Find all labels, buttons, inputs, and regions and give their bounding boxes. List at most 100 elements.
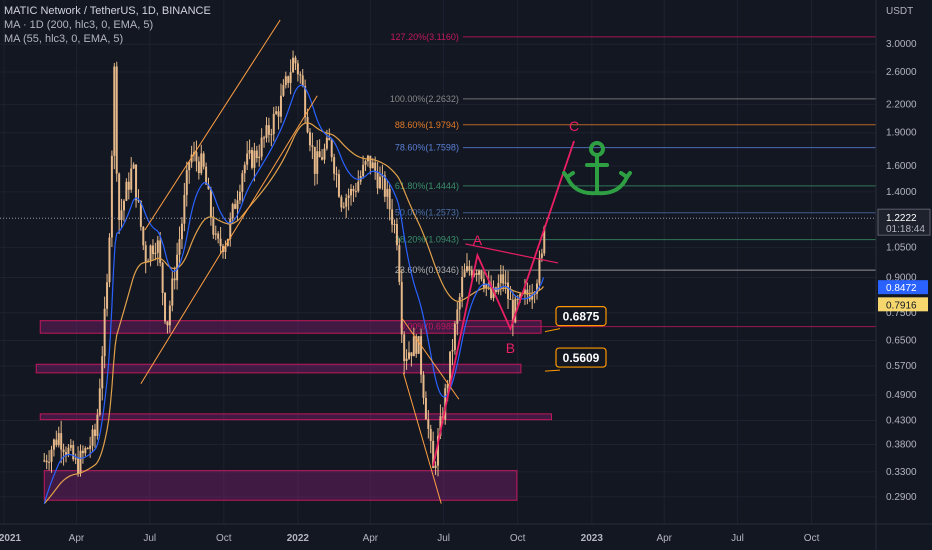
candle-body — [265, 125, 268, 138]
y-tick-label: 1.9000 — [886, 128, 917, 139]
candle-body — [185, 170, 188, 195]
y-tick-label: 0.7500 — [886, 308, 917, 319]
x-tick-label: Apr — [69, 533, 85, 544]
candle-body — [391, 209, 394, 225]
callout-label: 0.5609 — [563, 351, 600, 365]
candle-body — [144, 245, 147, 263]
candle-body — [318, 151, 321, 158]
candle-body — [490, 283, 493, 299]
candle-body — [67, 447, 70, 455]
candle-body — [93, 429, 96, 436]
countdown-label: 01:18:44 — [886, 224, 925, 235]
candle-body — [304, 86, 307, 117]
candle-body — [485, 284, 488, 288]
candle-body — [337, 174, 340, 197]
candle-body — [403, 334, 406, 362]
candle-body — [96, 414, 99, 436]
x-tick-label: Apr — [656, 533, 672, 544]
candle-body — [311, 145, 314, 147]
candle-body — [313, 146, 316, 174]
x-tick-label: 2022 — [287, 533, 310, 544]
fib-level-label: 50.00%(1.2573) — [395, 208, 459, 218]
candle-body — [255, 150, 258, 159]
candle-body — [243, 164, 246, 174]
candle-body — [267, 125, 270, 135]
candle-body — [482, 279, 485, 288]
x-tick-label: Oct — [216, 533, 232, 544]
support-zone — [43, 470, 518, 501]
candle-body — [110, 155, 113, 238]
candle-body — [379, 176, 382, 189]
ma200-legend[interactable]: MA · 1D (200, hlc3, 0, EMA, 5) — [4, 19, 154, 31]
grid-lines — [0, 0, 876, 524]
candle-body — [224, 245, 227, 252]
candle-body — [526, 289, 529, 295]
candle-body — [214, 233, 217, 235]
candle-body — [507, 282, 510, 299]
candle-body — [420, 336, 423, 375]
candle-body — [183, 194, 186, 224]
candle-body — [480, 270, 483, 280]
candle-body — [453, 323, 456, 350]
candle-body — [292, 57, 295, 73]
candle-body — [456, 309, 459, 324]
abc-pattern: A B C — [432, 118, 579, 467]
current-price-value: 1.2222 — [886, 213, 917, 224]
candle-body — [69, 445, 72, 448]
candle-body — [74, 458, 77, 460]
y-tick-label: 1.4000 — [886, 187, 917, 198]
candle-body — [253, 150, 256, 168]
channel-line — [465, 243, 559, 264]
fib-level-label: 23.60%(0.9346) — [395, 265, 459, 275]
candle-body — [207, 184, 210, 190]
candle-body — [81, 450, 84, 454]
candle-body — [127, 181, 130, 190]
candle-body — [106, 282, 109, 309]
symbol-title[interactable]: MATIC Network / TetherUS, 1D, BINANCE — [4, 5, 211, 17]
x-tick-label: Jul — [731, 533, 744, 544]
candle-body — [103, 308, 106, 357]
candle-body — [376, 172, 379, 189]
candle-body — [540, 253, 543, 258]
candle-body — [132, 164, 135, 169]
candle-body — [236, 200, 239, 209]
candle-body — [340, 196, 343, 208]
candle-body — [335, 173, 338, 175]
candle-body — [354, 191, 357, 193]
y-tick-label: 0.3800 — [886, 439, 917, 450]
candle-body — [168, 305, 171, 326]
candle-body — [412, 336, 415, 357]
candle-body — [190, 154, 193, 163]
candle-body — [180, 223, 183, 240]
candle-body — [55, 439, 58, 446]
candle-body — [125, 181, 128, 201]
support-zone — [39, 413, 553, 421]
candle-body — [509, 298, 512, 300]
y-tick-label: 0.2900 — [886, 492, 917, 503]
candle-body — [328, 137, 331, 141]
candle-body — [410, 352, 413, 357]
candle-body — [543, 227, 546, 254]
x-tick-label: 2023 — [581, 533, 604, 544]
candle-body — [241, 173, 244, 192]
ma55-legend[interactable]: MA (55, hlc3, 0, EMA, 5) — [4, 33, 124, 45]
candle-body — [400, 281, 403, 335]
y-tick-label: 2.2000 — [886, 99, 917, 110]
candle-body — [270, 134, 273, 136]
callout-label: 0.6875 — [563, 310, 600, 324]
x-tick-label: 2021 — [0, 533, 22, 544]
x-axis: 2021 Apr Jul Oct 2022 Apr Jul Oct 2023 Apr Jul Oct — [0, 523, 932, 544]
callout-pointer — [544, 328, 561, 333]
candle-body — [202, 153, 205, 167]
fib-level-label: 38.20%(1.0943) — [395, 235, 459, 245]
fib-level-label: 0.00%(0.6985) — [400, 322, 459, 332]
candle-body — [272, 113, 275, 135]
candle-body — [197, 161, 200, 174]
candle-body — [516, 298, 519, 301]
candle-body — [504, 282, 507, 284]
currency-label: USDT — [886, 6, 913, 17]
candle-body — [43, 460, 46, 462]
chart-legend: MATIC Network / TetherUS, 1D, BINANCE MA… — [4, 4, 211, 46]
